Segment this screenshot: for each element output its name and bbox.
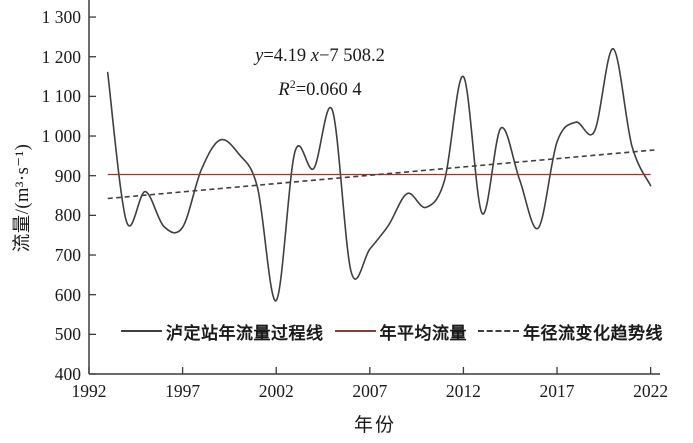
flow-line — [106, 47, 652, 302]
legend-sample-solid-red-line — [334, 330, 376, 332]
regression-annotation: y=4.19 x−7 508.2 R2=0.060 4 — [222, 42, 418, 104]
equation-var-x: x — [310, 46, 319, 66]
x-tick-label: 2022 — [633, 381, 669, 401]
legend-item-trend-line: 年径流变化趋势线 — [478, 319, 663, 344]
legend-label-mean-line: 年平均流量 — [379, 323, 467, 343]
legend: 泸定站年流量过程线 年平均流量 年径流变化趋势线 — [121, 319, 663, 344]
r-squared-tail: =0.060 4 — [295, 80, 362, 101]
y-tick-label: 1 100 — [41, 86, 81, 107]
legend-sample-dashed-black-line — [478, 330, 519, 332]
r-squared-value: R2=0.060 4 — [222, 70, 418, 104]
equation-tail: −7 508.2 — [318, 46, 385, 66]
equation-var-y: y — [255, 46, 264, 66]
legend-label-flow-line: 泸定站年流量过程线 — [166, 323, 324, 343]
y-tick-label: 700 — [54, 245, 81, 266]
x-tick-label: 2002 — [258, 381, 294, 401]
y-tick-label: 900 — [54, 165, 81, 186]
equation-mid: =4.19 — [263, 46, 311, 66]
x-axis-title: 年份 — [353, 415, 396, 436]
r-symbol: R — [278, 80, 290, 101]
trend-line — [107, 149, 655, 200]
x-tick-label: 1992 — [71, 381, 107, 401]
y-tick-label: 500 — [54, 324, 81, 345]
y-tick-label: 400 — [54, 364, 81, 384]
x-tick-label: 2012 — [445, 381, 481, 401]
y-tick-label: 1 200 — [41, 46, 81, 67]
legend-item-mean-line: 年平均流量 — [334, 319, 468, 344]
x-tick-label: 2017 — [539, 381, 575, 401]
legend-sample-solid-black-line — [121, 330, 162, 332]
r-exponent: 2 — [289, 77, 296, 91]
y-axis-title: 流量/(m³·s⁻¹) — [13, 143, 33, 253]
x-tick-label: 2007 — [352, 381, 388, 401]
y-tick-label: 800 — [54, 205, 81, 226]
y-tick-label: 1 000 — [41, 126, 81, 147]
y-tick-label: 1 300 — [41, 7, 81, 28]
legend-item-flow-line: 泸定站年流量过程线 — [121, 319, 324, 344]
y-tick-label: 600 — [54, 284, 81, 305]
legend-label-trend-line: 年径流变化趋势线 — [523, 323, 663, 343]
x-tick-label: 1997 — [165, 381, 201, 401]
regression-equation: y=4.19 x−7 508.2 — [222, 42, 418, 70]
